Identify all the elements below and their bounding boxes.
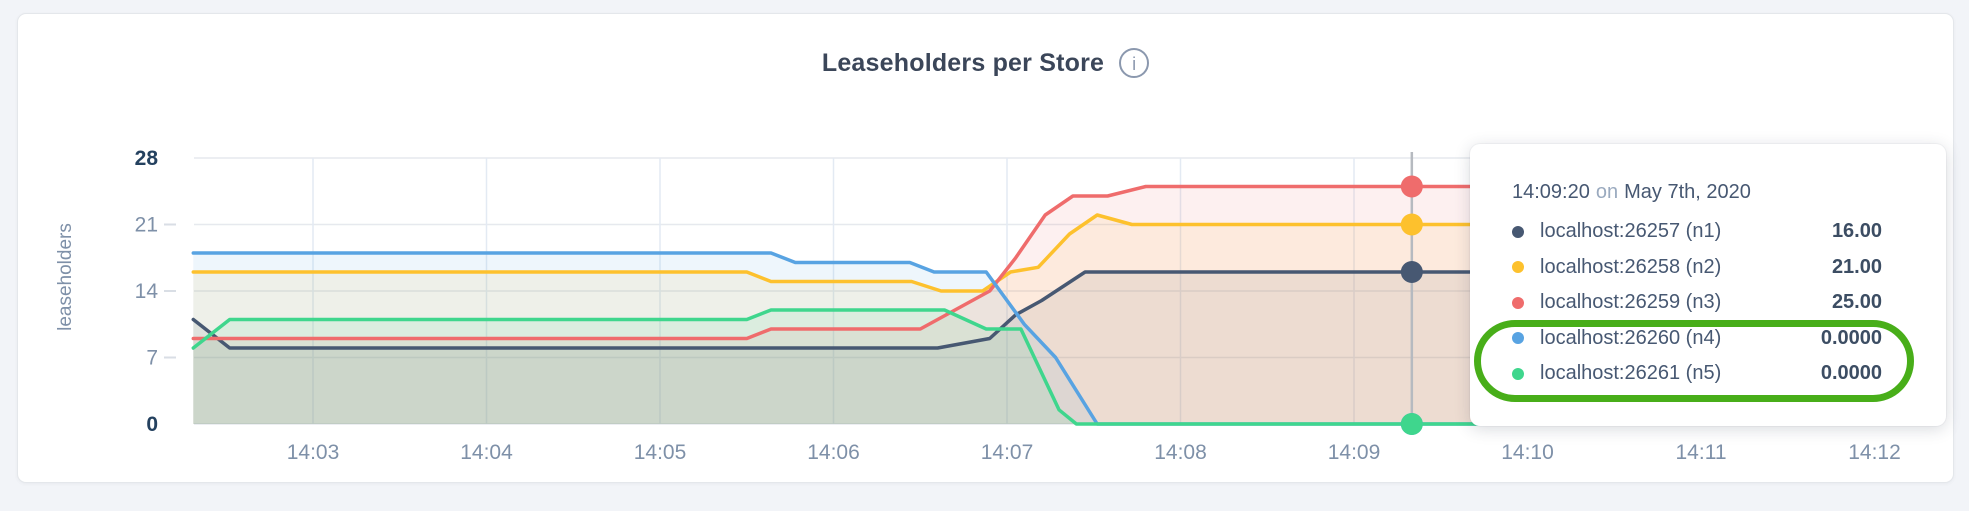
series-dot-n1-icon	[1512, 225, 1524, 238]
hover-dot-n2	[1400, 213, 1423, 236]
info-icon[interactable]: i	[1119, 48, 1150, 78]
x-tick-label: 14:10	[1501, 441, 1554, 464]
y-axis-label: leaseholders	[55, 223, 76, 331]
series-dot-n3-icon	[1512, 296, 1524, 309]
tooltip-row-n5: localhost:26261 (n5) 0.0000	[1512, 356, 1882, 392]
hover-dot-n1	[1400, 261, 1423, 283]
hover-tooltip: 14:09:20 on May 7th, 2020 localhost:26257 …	[1470, 144, 1946, 426]
tooltip-label-n4: localhost:26260 (n4)	[1540, 326, 1722, 349]
tooltip-connector: on	[1595, 181, 1619, 203]
chart-header: Leaseholders per Store i	[18, 48, 1953, 78]
tooltip-label-n5: localhost:26261 (n5)	[1540, 362, 1722, 385]
tooltip-value-n5: 0.0000	[1820, 362, 1882, 385]
tooltip-value-n2: 21.00	[1831, 255, 1882, 278]
tooltip-date: May 7th, 2020	[1624, 181, 1751, 203]
tooltip-value-n1: 16.00	[1831, 220, 1882, 243]
y-tick-label: 0	[146, 413, 158, 436]
x-tick-label: 14:09	[1328, 441, 1381, 464]
tooltip-row-n1: localhost:26257 (n1) 16.00	[1512, 214, 1882, 250]
tooltip-row-n2: localhost:26258 (n2) 21.00	[1512, 250, 1882, 286]
tooltip-time: 14:09:20	[1512, 181, 1590, 203]
chart-title: Leaseholders per Store	[821, 48, 1105, 77]
x-tick-label: 14:05	[634, 441, 687, 464]
series-line-n4	[191, 251, 1936, 426]
y-tick-label: 14	[135, 280, 159, 303]
tooltip-row-n4: localhost:26260 (n4) 0.0000	[1512, 321, 1882, 357]
series-dot-n2-icon	[1512, 261, 1524, 274]
series-dot-n4-icon	[1512, 332, 1524, 345]
tooltip-row-n3: localhost:26259 (n3) 25.00	[1512, 285, 1882, 321]
tooltip-value-n4: 0.0000	[1820, 326, 1882, 349]
tooltip-label-n2: localhost:26258 (n2)	[1540, 255, 1722, 278]
series-line-n5	[191, 308, 1936, 426]
series-line-n3	[191, 184, 1936, 341]
x-tick-label: 14:03	[287, 441, 340, 464]
x-tick-label: 14:04	[460, 441, 513, 464]
tooltip-label-n1: localhost:26257 (n1)	[1540, 220, 1722, 243]
tooltip-timestamp: 14:09:20 on May 7th, 2020	[1512, 178, 1882, 206]
series-dot-n5-icon	[1512, 367, 1524, 380]
x-tick-label: 14:12	[1848, 441, 1901, 464]
x-tick-label: 14:11	[1676, 441, 1727, 464]
tooltip-label-n3: localhost:26259 (n3)	[1540, 291, 1722, 314]
y-tick-label: 28	[135, 147, 159, 170]
hover-dot-n3	[1400, 175, 1423, 198]
x-tick-label: 14:08	[1154, 441, 1207, 464]
x-tick-label: 14:07	[981, 441, 1034, 464]
x-tick-label: 14:06	[807, 441, 860, 464]
series-line-n1	[191, 270, 1936, 350]
y-tick-label: 21	[135, 214, 158, 237]
chart-card: Leaseholders per Store i leaseholders 0 7…	[17, 13, 1954, 483]
series-area-n4	[193, 253, 1934, 424]
y-tick-label: 7	[146, 347, 158, 370]
tooltip-value-n3: 25.00	[1831, 291, 1882, 314]
hover-dot-n5	[1400, 413, 1423, 435]
